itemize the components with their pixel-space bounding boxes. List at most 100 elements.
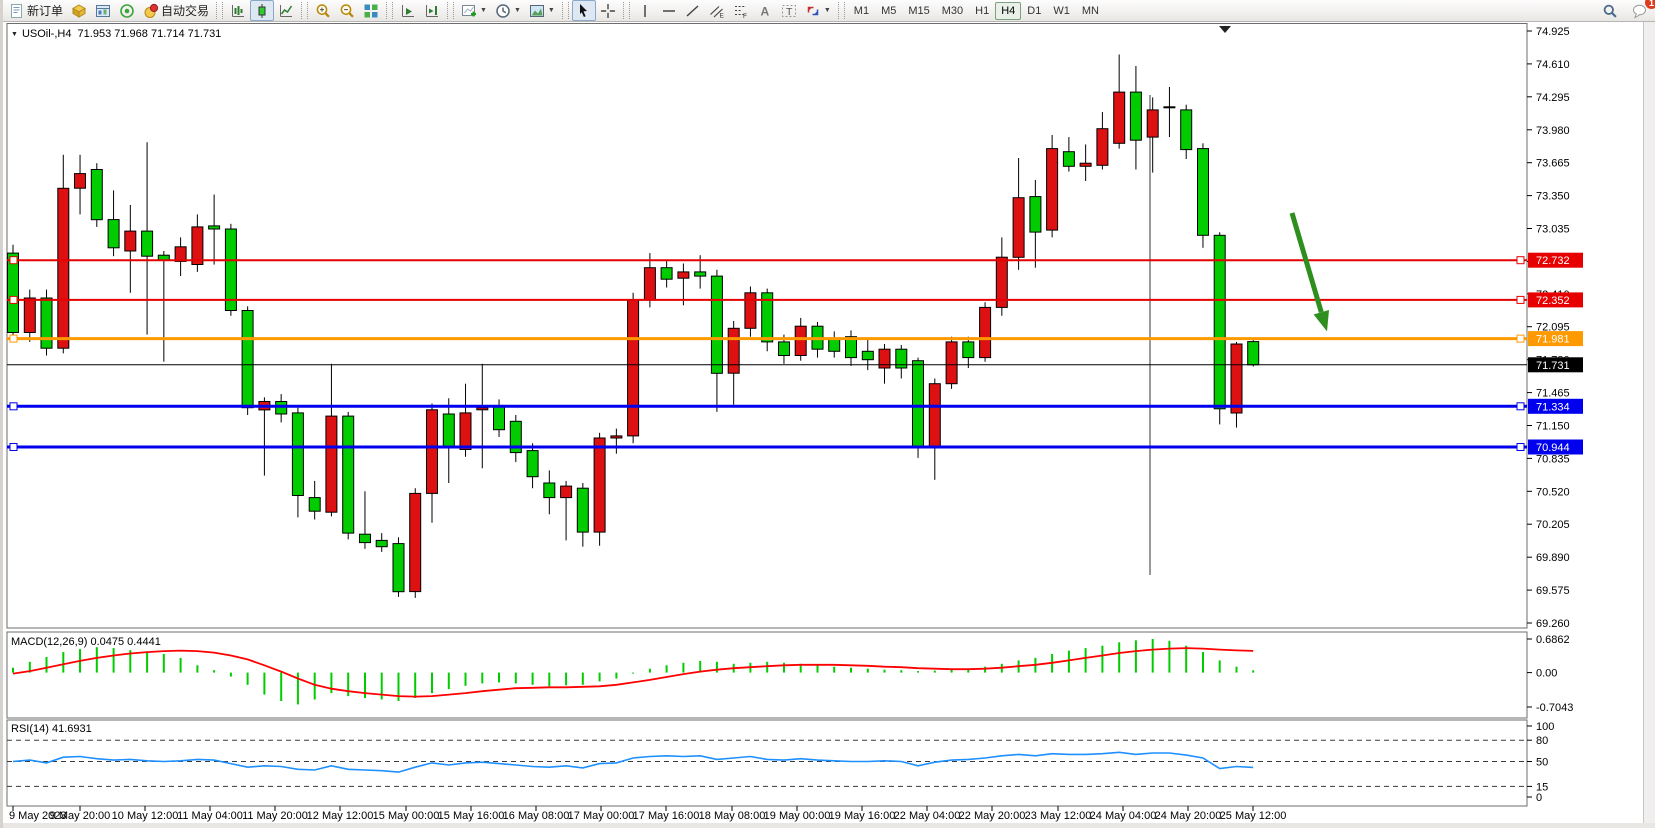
- trendline-icon: [686, 4, 699, 17]
- candle: [1012, 197, 1025, 258]
- candle: [57, 187, 70, 349]
- rsi-axis-label: 100: [1536, 721, 1554, 733]
- candle: [1046, 148, 1059, 231]
- hline-handle[interactable]: [9, 443, 18, 451]
- text-button[interactable]: A: [753, 0, 777, 21]
- candle: [141, 230, 154, 257]
- candle: [1096, 128, 1109, 166]
- bar-chart-icon: [232, 4, 245, 17]
- candle: [359, 533, 371, 544]
- chart-shift-marker[interactable]: [1219, 26, 1231, 33]
- timeframe-m1-button[interactable]: M1: [853, 4, 870, 17]
- hline-handle[interactable]: [1516, 443, 1525, 451]
- chevron-down-icon[interactable]: ▼: [11, 31, 18, 38]
- dropdown-caret-icon[interactable]: ▼: [480, 7, 487, 14]
- price-axis[interactable]: [1527, 22, 1655, 828]
- price-tick-label: 69.890: [1536, 552, 1570, 564]
- time-tick-label: 22 May 04:00: [894, 810, 961, 822]
- timeframe-m5-button[interactable]: M5: [881, 4, 897, 17]
- bar-chart-button[interactable]: [226, 0, 250, 21]
- price-tag-72.352: 72.352: [1528, 292, 1583, 308]
- timeframe-d1-button[interactable]: D1: [1027, 4, 1042, 17]
- hline-objects[interactable]: [7, 256, 1527, 451]
- rsi-pane[interactable]: 100 80 50 150: [7, 721, 1554, 804]
- line-chart-button[interactable]: [274, 0, 298, 21]
- time-tick-label: 15 May 16:00: [438, 810, 505, 822]
- dropdown-caret-icon[interactable]: ▼: [513, 7, 521, 14]
- signals-button[interactable]: [115, 0, 139, 21]
- auto-scroll-button[interactable]: [396, 0, 420, 21]
- dropdown-caret-icon[interactable]: ▼: [823, 7, 831, 14]
- notifications-button[interactable]: 1: [1628, 0, 1655, 21]
- tile-windows-button[interactable]: [359, 0, 383, 21]
- timeframe-w1-button[interactable]: W1: [1053, 4, 1070, 17]
- candle: [1079, 162, 1092, 167]
- market-orders-button[interactable]: [67, 0, 91, 21]
- hline-handle[interactable]: [1516, 334, 1525, 343]
- auto-trading-button[interactable]: 自动交易: [139, 0, 213, 21]
- candlestick-chart-button[interactable]: [250, 0, 275, 21]
- fibonacci-button[interactable]: F: [729, 0, 753, 21]
- hline-handle[interactable]: [9, 256, 18, 265]
- zoom-out-button[interactable]: [335, 0, 359, 21]
- trendline-button[interactable]: [681, 0, 705, 21]
- hline-handle[interactable]: [1516, 256, 1525, 265]
- dropdown-caret-icon[interactable]: ▼: [547, 7, 555, 14]
- arrow-object[interactable]: [1289, 212, 1329, 332]
- arrows-button[interactable]: ▼: [801, 0, 835, 21]
- new-order-button[interactable]: 新订单: [5, 0, 67, 21]
- vertical-line-button[interactable]: [633, 0, 657, 21]
- indicators-button[interactable]: ▼: [457, 0, 491, 21]
- macd-axis-label: 0.00: [1536, 668, 1557, 680]
- hline-handle[interactable]: [9, 334, 18, 343]
- candlestick-icon: [258, 3, 266, 18]
- candle: [710, 275, 723, 374]
- hline-handle[interactable]: [9, 295, 18, 304]
- chart-area[interactable]: 74.925 74.610 74.295 73.980 73.665 73.350 73.0…: [3, 22, 1655, 828]
- candle: [1247, 341, 1260, 366]
- candle: [40, 297, 53, 349]
- macd-axis-label: -0.7043: [1536, 702, 1573, 714]
- timeframe-h1-button[interactable]: H1: [975, 4, 990, 17]
- toolbar-separator: [622, 2, 630, 19]
- hline-handle[interactable]: [1516, 295, 1525, 304]
- candle: [543, 482, 556, 499]
- cursor-button[interactable]: [571, 0, 596, 21]
- candle: [107, 219, 120, 249]
- timeframe-h4-button[interactable]: H4: [995, 1, 1022, 20]
- candle: [325, 415, 338, 513]
- templates-button[interactable]: ▼: [525, 0, 559, 21]
- price-tick-label: 74.925: [1536, 26, 1570, 38]
- gold-cube-icon: [72, 3, 87, 18]
- zoom-in-button[interactable]: [311, 0, 335, 21]
- candle: [861, 350, 874, 361]
- notification-badge: 1: [1645, 0, 1655, 9]
- search-button[interactable]: [1598, 0, 1622, 21]
- candle: [241, 310, 254, 409]
- hline-handle[interactable]: [9, 402, 18, 411]
- equidistant-channel-button[interactable]: E: [705, 0, 729, 21]
- timeframe-m30-button[interactable]: M30: [941, 4, 964, 17]
- candle: [291, 412, 304, 496]
- periods-button[interactable]: ▼: [491, 0, 525, 21]
- timeframe-m15-button[interactable]: M15: [908, 4, 930, 17]
- candle: [375, 539, 388, 548]
- toolbar-separator: [837, 2, 845, 19]
- svg-text:72.732: 72.732: [1536, 255, 1570, 267]
- market-watch-button[interactable]: [91, 0, 115, 21]
- time-tick-label: 9 May 2023: [9, 810, 66, 822]
- crosshair-button[interactable]: [596, 0, 620, 21]
- horizontal-line-button[interactable]: [657, 0, 681, 21]
- zoom-out-icon: [340, 3, 354, 18]
- price-tick-label: 74.610: [1536, 59, 1570, 71]
- candle: [208, 225, 221, 230]
- rsi-line: [12, 751, 1254, 773]
- timeframe-mn-button[interactable]: MN: [1081, 4, 1099, 17]
- macd-pane[interactable]: 0.6862 0.00 -0.7043: [12, 634, 1573, 714]
- chart-shift-button[interactable]: [420, 0, 444, 21]
- text-label-button[interactable]: T: [777, 0, 801, 21]
- price-tick-label: 71.465: [1536, 388, 1570, 400]
- hline-handle[interactable]: [1516, 402, 1525, 411]
- candle: [174, 246, 187, 262]
